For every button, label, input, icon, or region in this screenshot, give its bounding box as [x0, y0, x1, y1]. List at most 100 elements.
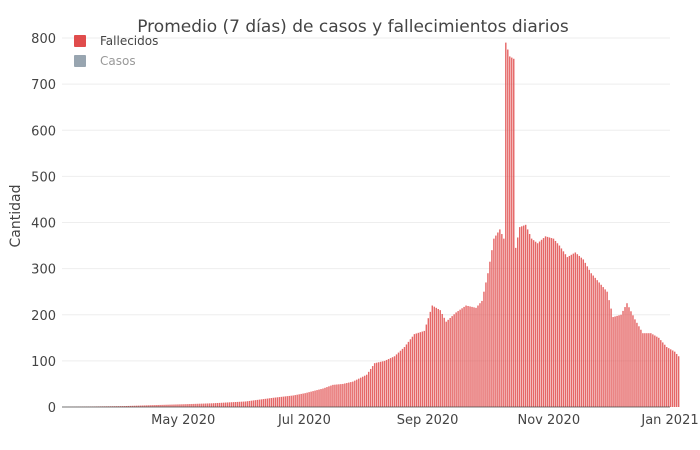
bar — [666, 347, 668, 407]
bar — [314, 390, 316, 407]
bar — [185, 404, 187, 407]
y-tick-label: 0 — [48, 401, 56, 416]
bar — [656, 336, 658, 407]
bar — [626, 303, 628, 407]
bar — [445, 321, 447, 407]
bar — [224, 402, 227, 407]
bar — [576, 254, 579, 407]
bar — [294, 395, 296, 407]
bar — [222, 402, 225, 407]
bar — [375, 362, 378, 407]
bar — [499, 229, 501, 407]
bar — [580, 257, 583, 407]
bar — [634, 319, 636, 407]
bar — [262, 399, 265, 407]
bar — [379, 361, 382, 407]
bar — [515, 247, 517, 407]
bar — [395, 354, 398, 407]
bar — [423, 330, 426, 407]
bar — [501, 234, 503, 407]
bar — [352, 381, 354, 407]
legend-item-fallecidos[interactable]: Fallecidos — [74, 31, 158, 51]
bar — [195, 403, 197, 407]
bar — [286, 396, 288, 407]
bar — [572, 253, 575, 407]
bar — [250, 400, 253, 407]
bar — [354, 380, 356, 407]
bar — [316, 390, 318, 407]
bar — [650, 333, 652, 407]
bar — [371, 366, 374, 407]
bar — [296, 394, 298, 407]
bar — [548, 237, 551, 407]
bar — [554, 240, 557, 407]
bar — [457, 311, 459, 407]
bar — [447, 319, 449, 407]
bar — [201, 403, 203, 407]
bar — [141, 405, 143, 407]
bar — [517, 237, 519, 407]
bar — [308, 392, 310, 407]
bar — [167, 404, 169, 407]
bar — [451, 316, 453, 407]
bar — [668, 348, 670, 407]
bar — [284, 396, 286, 407]
bar — [362, 376, 364, 407]
bar — [177, 404, 179, 407]
bar — [193, 403, 195, 407]
bar — [282, 396, 284, 407]
y-tick-label: 300 — [31, 263, 56, 278]
bar — [155, 405, 157, 407]
bar — [334, 384, 336, 407]
x-tick-label: Jan 2021 — [640, 413, 698, 428]
bar — [151, 405, 153, 407]
bar — [246, 401, 249, 407]
chart-title: Promedio (7 días) de casos y fallecimien… — [137, 17, 569, 37]
bar — [469, 306, 471, 407]
y-tick-label: 400 — [31, 217, 56, 232]
bar — [610, 308, 612, 407]
bar — [169, 404, 171, 407]
bar — [306, 392, 308, 407]
bar — [292, 395, 294, 407]
bar — [461, 308, 463, 407]
bar — [397, 352, 400, 407]
x-tick-label: May 2020 — [151, 413, 215, 428]
y-axis-label: Cantidad — [8, 184, 24, 248]
bar — [511, 57, 513, 408]
bar — [431, 305, 433, 407]
legend-label-fallecidos: Fallecidos — [100, 34, 159, 48]
bar — [373, 363, 376, 407]
bar — [183, 404, 185, 407]
bar — [471, 306, 473, 407]
bar — [534, 241, 537, 407]
bar — [391, 357, 394, 407]
bar — [288, 395, 290, 407]
x-tick-labels: May 2020 Jul 2020 Sep 2020 Nov 2020 Jan 2021 — [151, 413, 698, 428]
bar — [338, 384, 340, 407]
bar — [413, 334, 416, 407]
bar — [560, 248, 563, 407]
bar — [578, 255, 581, 407]
bar — [197, 403, 199, 407]
bar — [604, 289, 606, 407]
bar — [264, 398, 267, 407]
bar — [530, 238, 533, 407]
legend-item-casos[interactable]: Casos — [74, 51, 158, 71]
bar — [240, 401, 243, 407]
bar — [540, 239, 543, 407]
bar — [129, 405, 131, 407]
bar — [266, 398, 269, 407]
y-tick-label: 200 — [31, 309, 56, 324]
bar — [318, 389, 320, 407]
bar — [636, 322, 638, 407]
bar — [612, 317, 614, 407]
bar — [586, 266, 588, 407]
bar — [614, 316, 616, 407]
bar — [662, 342, 664, 407]
bar — [127, 405, 129, 407]
bar — [173, 404, 175, 407]
bar — [509, 56, 511, 407]
bar — [608, 300, 610, 407]
